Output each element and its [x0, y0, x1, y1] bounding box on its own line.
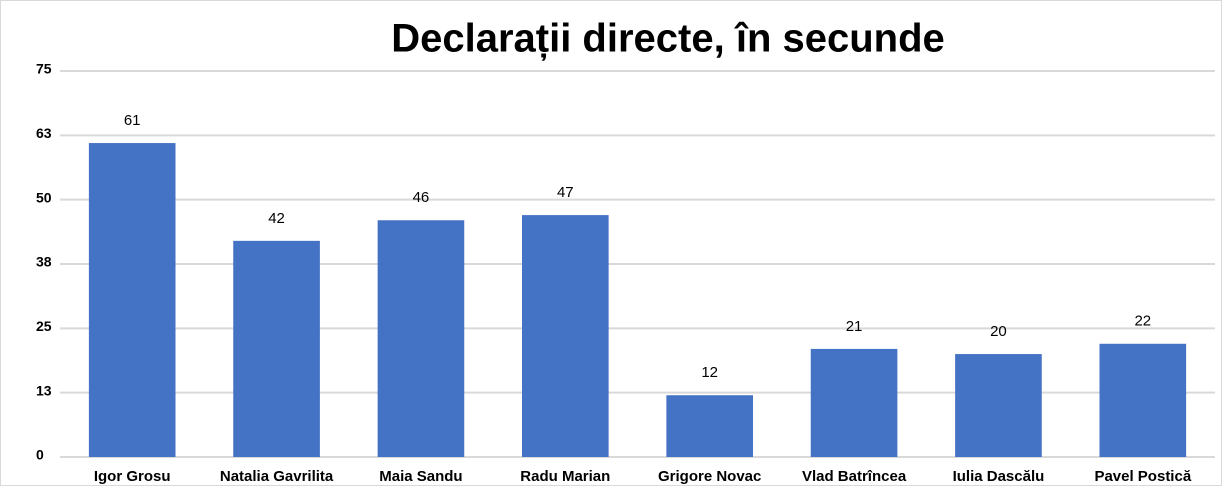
x-tick-label: Grigore Novac	[658, 468, 761, 485]
bar	[233, 240, 320, 457]
bar	[522, 215, 609, 457]
y-tick-label: 0	[36, 447, 44, 463]
bar	[810, 348, 898, 457]
bar	[666, 395, 753, 457]
bar	[1099, 343, 1187, 457]
bar	[955, 354, 1042, 457]
x-tick-label: Natalia Gavrilita	[220, 468, 334, 485]
data-label: 47	[557, 184, 574, 201]
data-label: 61	[124, 112, 141, 129]
data-label: 21	[846, 318, 863, 335]
y-tick-label: 50	[36, 189, 52, 205]
chart-title: Declarații directe, în secunde	[391, 17, 945, 61]
y-tick-label: 38	[36, 254, 52, 270]
y-tick-label: 25	[36, 318, 52, 334]
data-label: 22	[1134, 313, 1151, 330]
y-tick-label: 75	[36, 61, 52, 77]
bar	[88, 143, 176, 457]
data-label: 46	[413, 189, 430, 206]
x-tick-label: Pavel Postică	[1094, 468, 1191, 485]
bar	[377, 220, 465, 457]
x-tick-label: Igor Grosu	[94, 468, 171, 485]
data-label: 42	[268, 210, 285, 227]
data-label: 12	[701, 364, 718, 381]
x-tick-label: Maia Sandu	[379, 468, 462, 485]
x-tick-label: Radu Marian	[520, 468, 610, 485]
y-tick-label: 63	[36, 125, 52, 141]
y-tick-label: 13	[36, 382, 52, 398]
data-label: 20	[990, 323, 1007, 340]
x-tick-label: Vlad Batrîncea	[802, 468, 907, 485]
x-tick-label: Iulia Dascălu	[953, 468, 1045, 485]
